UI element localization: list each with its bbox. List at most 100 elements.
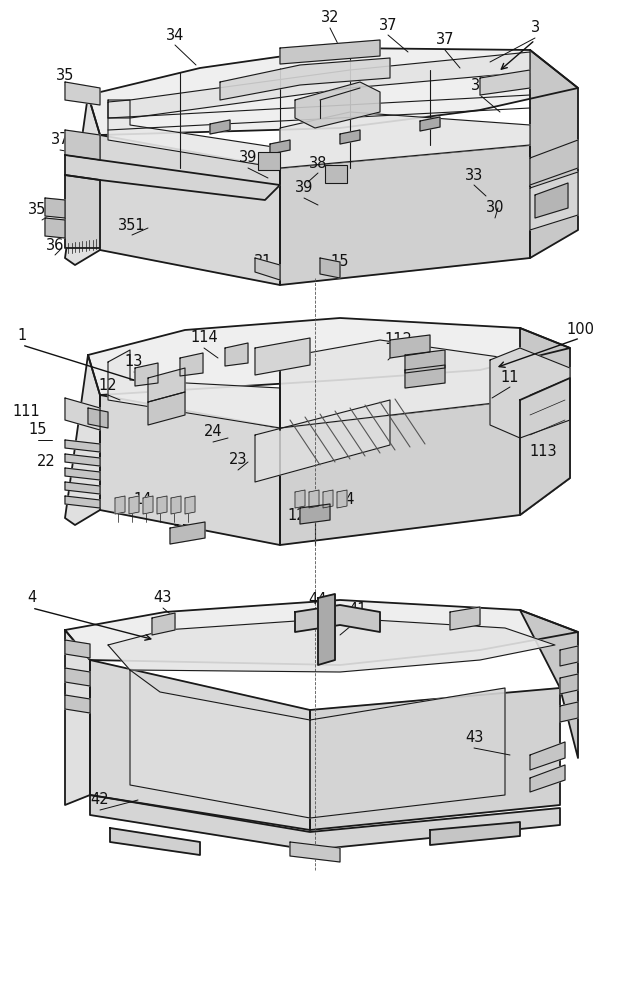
Polygon shape: [157, 496, 167, 514]
Text: 35: 35: [471, 78, 489, 93]
Text: 37: 37: [51, 132, 70, 147]
Polygon shape: [45, 218, 65, 238]
Text: 113: 113: [529, 444, 557, 460]
Text: 30: 30: [486, 200, 504, 216]
Polygon shape: [88, 318, 570, 395]
Polygon shape: [280, 340, 520, 428]
Polygon shape: [225, 343, 248, 366]
Text: 112: 112: [384, 332, 412, 348]
Polygon shape: [65, 398, 100, 430]
Bar: [258, 152, 280, 170]
Polygon shape: [143, 496, 153, 514]
Polygon shape: [480, 70, 530, 95]
Polygon shape: [115, 496, 125, 514]
Polygon shape: [100, 395, 280, 545]
Polygon shape: [65, 482, 100, 494]
Polygon shape: [520, 328, 570, 515]
Text: 38: 38: [309, 155, 327, 170]
Polygon shape: [100, 135, 280, 285]
Polygon shape: [148, 368, 185, 402]
Text: 42: 42: [90, 792, 109, 808]
Text: 32: 32: [321, 10, 339, 25]
Text: 13: 13: [125, 355, 143, 369]
Polygon shape: [320, 258, 340, 278]
Polygon shape: [520, 378, 570, 515]
Text: 15: 15: [173, 524, 191, 540]
Text: 39: 39: [295, 180, 313, 196]
Text: 36: 36: [46, 237, 64, 252]
Text: 22: 22: [37, 454, 56, 470]
Polygon shape: [65, 95, 100, 265]
Polygon shape: [65, 496, 100, 508]
Text: 114: 114: [190, 330, 218, 346]
Polygon shape: [405, 365, 445, 388]
Text: 43: 43: [465, 730, 483, 746]
Bar: [325, 165, 347, 183]
Polygon shape: [295, 82, 380, 128]
Polygon shape: [65, 454, 100, 466]
Polygon shape: [90, 660, 310, 830]
Text: 11: 11: [501, 369, 520, 384]
Text: 31: 31: [254, 254, 272, 269]
Polygon shape: [65, 155, 280, 200]
Polygon shape: [90, 795, 560, 850]
Text: 24: 24: [204, 424, 222, 440]
Polygon shape: [130, 670, 310, 818]
Polygon shape: [88, 408, 108, 428]
Polygon shape: [560, 674, 578, 694]
Text: 121: 121: [287, 508, 315, 524]
Text: 351: 351: [118, 218, 146, 232]
Text: 15: 15: [28, 422, 47, 438]
Polygon shape: [65, 600, 578, 665]
Polygon shape: [295, 605, 380, 632]
Polygon shape: [170, 522, 205, 544]
Text: 41: 41: [349, 602, 367, 617]
Polygon shape: [65, 440, 100, 452]
Text: 111: 111: [12, 404, 40, 420]
Polygon shape: [280, 112, 530, 168]
Text: 44: 44: [309, 592, 327, 607]
Polygon shape: [430, 822, 520, 845]
Polygon shape: [323, 490, 333, 508]
Polygon shape: [337, 490, 347, 508]
Polygon shape: [65, 355, 100, 525]
Polygon shape: [129, 496, 139, 514]
Polygon shape: [280, 40, 380, 64]
Polygon shape: [560, 646, 578, 666]
Text: 35: 35: [56, 68, 74, 83]
Text: 37: 37: [379, 17, 398, 32]
Text: 43: 43: [154, 590, 172, 605]
Polygon shape: [530, 172, 578, 230]
Polygon shape: [340, 130, 360, 144]
Polygon shape: [65, 640, 90, 658]
Polygon shape: [65, 630, 90, 805]
Polygon shape: [535, 183, 568, 218]
Polygon shape: [390, 335, 430, 358]
Polygon shape: [180, 353, 203, 376]
Text: 15: 15: [409, 353, 427, 367]
Polygon shape: [65, 175, 100, 248]
Polygon shape: [108, 618, 555, 672]
Polygon shape: [110, 828, 200, 855]
Text: 100: 100: [566, 322, 594, 338]
Polygon shape: [255, 400, 390, 482]
Polygon shape: [530, 765, 565, 792]
Polygon shape: [65, 668, 90, 686]
Text: 34: 34: [166, 27, 184, 42]
Polygon shape: [210, 120, 230, 134]
Text: 39: 39: [239, 150, 257, 165]
Polygon shape: [108, 52, 530, 118]
Text: 33: 33: [465, 167, 483, 182]
Polygon shape: [152, 613, 175, 635]
Polygon shape: [490, 348, 570, 438]
Polygon shape: [318, 594, 335, 665]
Polygon shape: [65, 130, 100, 160]
Polygon shape: [65, 82, 100, 105]
Polygon shape: [65, 695, 90, 713]
Text: 3: 3: [530, 20, 540, 35]
Text: 12: 12: [99, 377, 118, 392]
Polygon shape: [280, 145, 530, 285]
Polygon shape: [420, 117, 440, 131]
Text: 23: 23: [229, 452, 247, 468]
Polygon shape: [255, 258, 280, 280]
